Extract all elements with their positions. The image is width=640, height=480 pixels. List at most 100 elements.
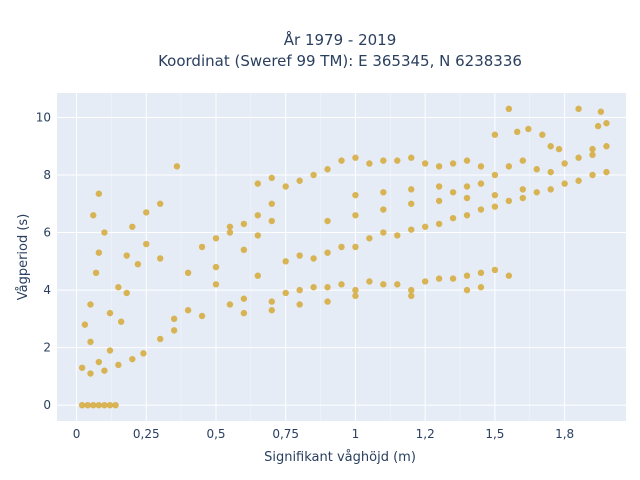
data-point (282, 183, 289, 190)
data-point (296, 177, 303, 184)
data-point (491, 203, 499, 210)
data-point (463, 212, 471, 219)
data-point (477, 206, 485, 213)
data-point (268, 307, 275, 314)
data-point (129, 223, 136, 230)
data-point (394, 157, 401, 164)
data-point (435, 183, 443, 190)
chart-title-line-2: Koordinat (Sweref 99 TM): E 365345, N 62… (158, 52, 522, 70)
data-point (514, 128, 521, 136)
x-axis-ticks: 0 0,25 0,5 0,75 1 1,2 1,5 1,8 (73, 427, 574, 441)
y-tick-label: 0 (43, 398, 51, 412)
data-point (240, 220, 248, 228)
data-point (310, 171, 317, 179)
data-point (296, 252, 303, 259)
data-point (463, 183, 471, 190)
gridlines (57, 93, 626, 421)
data-point (533, 166, 540, 173)
data-point (95, 190, 103, 197)
data-point (268, 200, 275, 207)
data-point (254, 180, 262, 187)
data-point (324, 284, 331, 291)
data-point (170, 327, 178, 334)
data-point (140, 350, 147, 357)
data-point (352, 191, 359, 199)
data-point (240, 309, 248, 317)
data-point (575, 177, 582, 184)
data-point (282, 289, 289, 297)
data-point (533, 189, 540, 196)
data-point (394, 232, 401, 239)
data-point (352, 286, 359, 294)
data-point (112, 401, 119, 409)
data-point (324, 217, 331, 225)
data-point (408, 226, 415, 233)
data-point (212, 281, 220, 288)
data-point (226, 301, 234, 308)
data-point (463, 286, 471, 294)
data-point (352, 154, 359, 161)
data-point (421, 223, 429, 230)
data-point (268, 217, 275, 225)
data-point (449, 189, 457, 196)
data-point (90, 401, 97, 409)
data-point (95, 358, 103, 366)
data-point (380, 157, 387, 164)
x-tick-label: 0,25 (133, 427, 160, 441)
data-point (505, 105, 513, 113)
data-point (240, 295, 248, 302)
data-point (143, 240, 150, 248)
data-point (408, 154, 415, 161)
data-point (491, 266, 499, 274)
data-point (352, 243, 359, 251)
plot-area (57, 93, 626, 421)
data-point (435, 163, 443, 170)
data-point (525, 125, 532, 133)
data-point (575, 154, 582, 161)
data-point (547, 168, 554, 176)
data-point (505, 163, 513, 170)
data-point (101, 367, 108, 374)
data-point (477, 163, 485, 170)
data-point (594, 122, 602, 130)
data-point (519, 194, 526, 202)
data-point (380, 206, 387, 213)
data-point (157, 200, 164, 207)
data-point (408, 286, 415, 294)
data-point (561, 160, 568, 167)
data-point (449, 160, 457, 167)
data-point (184, 269, 192, 277)
data-point (539, 131, 546, 138)
data-point (324, 298, 331, 305)
data-point (268, 298, 275, 305)
y-axis-ticks: 0 2 4 6 8 10 (36, 110, 51, 412)
data-point (366, 278, 373, 285)
x-tick-label: 1 (352, 427, 360, 441)
data-point (505, 272, 513, 279)
chart-title-line-1: År 1979 - 2019 (284, 30, 397, 49)
data-point (84, 401, 91, 409)
data-point (352, 292, 359, 300)
data-point (106, 347, 114, 354)
data-point (555, 145, 563, 153)
data-point (463, 194, 471, 202)
x-axis-title: Signifikant våghöjd (m) (264, 450, 416, 465)
data-point (603, 168, 610, 176)
data-point (123, 289, 130, 297)
data-point (394, 281, 401, 288)
y-tick-label: 8 (43, 168, 51, 182)
data-point (547, 143, 554, 150)
data-point (408, 292, 415, 300)
data-point (173, 163, 181, 170)
data-point (226, 229, 234, 236)
data-point (87, 338, 94, 346)
data-point (170, 315, 178, 323)
data-point (198, 312, 206, 320)
data-point (115, 284, 122, 291)
data-point (547, 186, 554, 193)
data-point (603, 120, 610, 127)
data-point (463, 157, 471, 164)
data-point (134, 260, 142, 268)
data-point (477, 284, 485, 291)
data-point (129, 355, 136, 363)
